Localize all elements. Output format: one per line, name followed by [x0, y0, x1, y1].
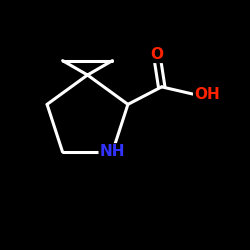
Text: NH: NH [100, 144, 125, 160]
Text: OH: OH [194, 87, 220, 102]
Text: O: O [150, 47, 163, 62]
